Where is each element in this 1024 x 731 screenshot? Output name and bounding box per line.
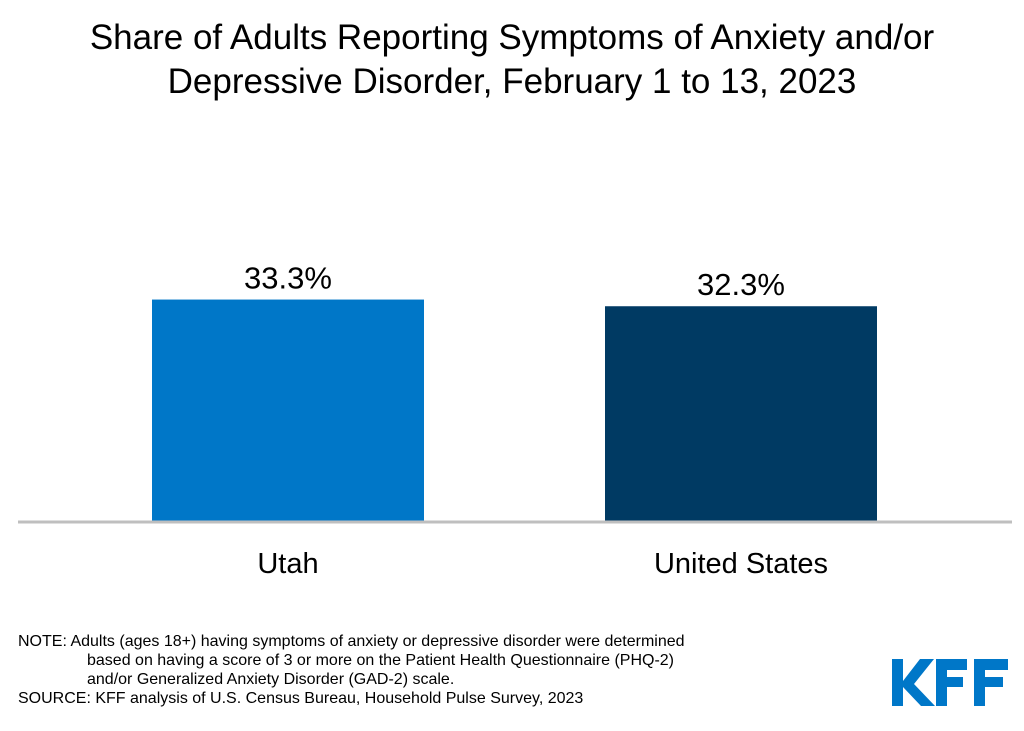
note-line-1: NOTE: Adults (ages 18+) having symptoms …	[18, 633, 685, 650]
logo-stroke	[892, 659, 903, 706]
kff-logo	[892, 659, 1008, 706]
data-label-utah: 33.3%	[244, 261, 332, 296]
data-label-united-states: 32.3%	[697, 267, 785, 302]
source-line: SOURCE: KFF analysis of U.S. Census Bure…	[18, 690, 584, 707]
chart-title-line-1: Share of Adults Reporting Symptoms of An…	[89, 18, 935, 57]
logo-stroke	[936, 659, 967, 670]
bar-united-states	[605, 306, 877, 522]
logo-stroke	[974, 677, 1003, 687]
bar-utah	[152, 299, 424, 522]
logo-k-arms	[903, 659, 935, 706]
bar-chart: 33.3% Utah 32.3% United States	[18, 261, 1012, 580]
category-label-utah: Utah	[257, 548, 318, 580]
chart-title-line-2: Depressive Disorder, February 1 to 13, 2…	[167, 62, 857, 101]
category-label-united-states: United States	[654, 548, 828, 580]
note-line-2: based on having a score of 3 or more on …	[87, 652, 674, 669]
logo-stroke	[974, 659, 1008, 670]
logo-stroke	[936, 677, 963, 687]
chart-title: Share of Adults Reporting Symptoms of An…	[0, 16, 1024, 104]
note-line-3: and/or Generalized Anxiety Disorder (GAD…	[87, 671, 455, 688]
chart-notes: NOTE: Adults (ages 18+) having symptoms …	[18, 632, 898, 708]
